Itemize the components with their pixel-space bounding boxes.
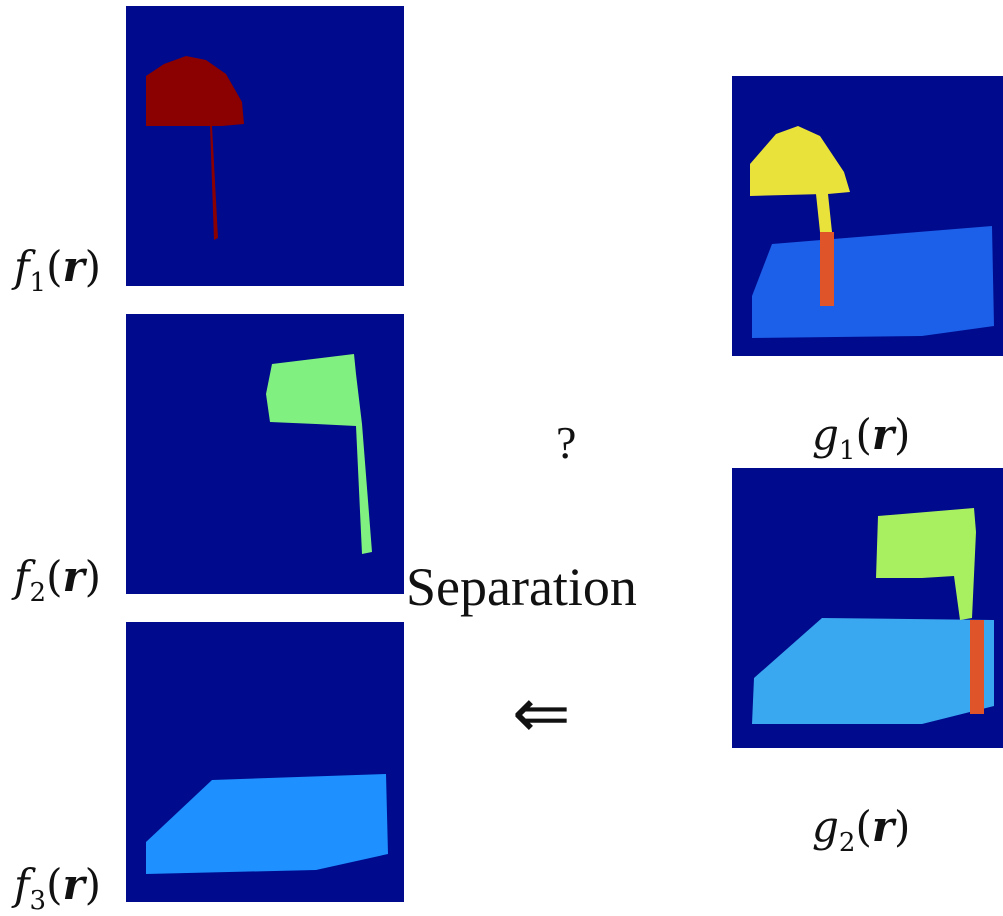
f1-image — [146, 56, 244, 240]
g1-mushroom-cap-shape — [750, 126, 850, 196]
label-g1: g1(r) — [812, 410, 911, 466]
separation-label: Separation — [406, 557, 637, 617]
panel-g2 — [732, 468, 1003, 748]
f3-slab-shape — [146, 774, 388, 874]
left-double-arrow-icon: ⇐ — [512, 676, 571, 753]
g2-image — [752, 508, 994, 724]
g1-image — [750, 126, 994, 338]
g2-slab-shape — [752, 618, 994, 724]
g1-slab-shape — [752, 226, 994, 338]
g1-mushroom-stem-upper — [816, 194, 832, 232]
f2-image — [266, 354, 372, 554]
g2-flag-shape — [876, 508, 976, 620]
panel-f3 — [126, 622, 404, 902]
f1-mushroom-shape — [146, 56, 244, 240]
panel-g1 — [732, 76, 1003, 356]
label-g2: g2(r) — [812, 802, 911, 858]
g1-mushroom-stem-lower — [820, 232, 834, 306]
g2-flag-pole-lower — [970, 620, 984, 714]
question-mark: ? — [556, 417, 577, 468]
f3-image — [146, 774, 388, 874]
panel-f2 — [126, 314, 404, 594]
panel-f1 — [126, 6, 404, 286]
label-f2: f2(r) — [14, 552, 102, 608]
label-f1: f1(r) — [14, 242, 102, 298]
f2-flag-shape — [266, 354, 372, 554]
label-f3: f3(r) — [14, 860, 102, 916]
